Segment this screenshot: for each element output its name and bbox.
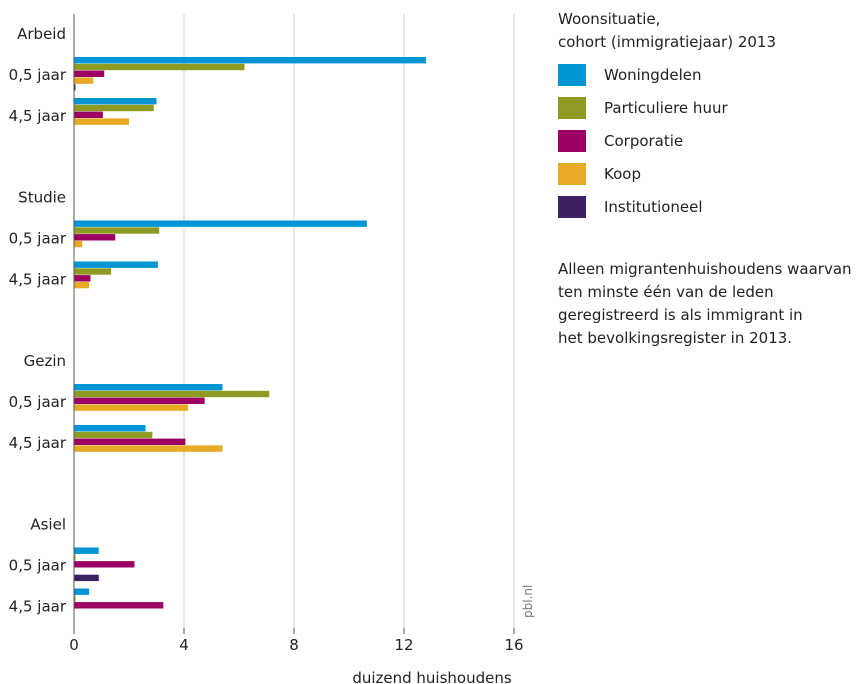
- bar-particuliere-huur: [74, 390, 270, 398]
- tick-label: 12: [394, 636, 413, 654]
- bar-corporatie: [74, 602, 164, 609]
- bar-woningdelen: [74, 57, 426, 64]
- legend-item-corporatie: Corporatie: [558, 124, 858, 157]
- bar-corporatie: [74, 275, 91, 282]
- tick-label: 16: [504, 636, 523, 654]
- tick-label: 8: [289, 636, 299, 654]
- category-labels: Arbeid 0,5 jaar 4,5 jaar Studie 0,5 jaar 4,5 …: [9, 25, 67, 616]
- watermark: pbl.nl: [521, 585, 535, 618]
- bar-institutioneel: [74, 574, 99, 582]
- footnote: Alleen migrantenhuishoudens waarvan ten …: [558, 258, 858, 350]
- bar-particuliere-huur: [74, 554, 76, 561]
- bar-woningdelen: [74, 425, 146, 432]
- legend-title: Woonsituatie, cohort (immigratiejaar) 20…: [558, 8, 858, 54]
- bar-particuliere-huur: [74, 63, 245, 71]
- bar-koop: [74, 77, 94, 84]
- legend-item-woningdelen: Woningdelen: [558, 58, 858, 91]
- legend-label: Corporatie: [604, 131, 684, 150]
- legend-item-particuliere-huur: Particuliere huur: [558, 91, 858, 124]
- row-label: 0,5 jaar: [9, 393, 67, 411]
- legend: Woonsituatie, cohort (immigratiejaar) 20…: [558, 8, 858, 223]
- bar-institutioneel: [74, 84, 76, 91]
- row-label: 4,5 jaar: [9, 598, 67, 616]
- row-label: 4,5 jaar: [9, 271, 67, 289]
- tick-label: 0: [69, 636, 79, 654]
- legend-swatch: [558, 162, 586, 185]
- bar-particuliere-huur: [74, 227, 160, 234]
- bar-koop: [74, 281, 90, 289]
- bar-woningdelen: [74, 588, 90, 595]
- legend-item-institutioneel: Institutioneel: [558, 190, 858, 223]
- footnote-line: ten minste één van de leden: [558, 283, 774, 301]
- bar-particuliere-huur: [74, 595, 76, 602]
- legend-swatch: [558, 195, 586, 218]
- bar-corporatie: [74, 561, 135, 568]
- legend-item-koop: Koop: [558, 157, 858, 190]
- bar-woningdelen: [74, 98, 157, 105]
- x-axis-ticks: 0 4 8 12 16: [69, 628, 524, 654]
- footnote-line: het bevolkingsregister in 2013.: [558, 329, 793, 347]
- legend-swatch: [558, 129, 586, 152]
- bar-woningdelen: [74, 261, 158, 268]
- legend-swatch: [558, 63, 586, 86]
- bar-koop: [74, 118, 129, 125]
- bar-woningdelen: [74, 547, 99, 554]
- row-label: 0,5 jaar: [9, 230, 67, 248]
- group-label: Arbeid: [17, 25, 66, 43]
- bar-particuliere-huur: [74, 268, 112, 275]
- bar-corporatie: [74, 438, 186, 445]
- bar-koop: [74, 240, 83, 248]
- bar-corporatie: [74, 234, 116, 241]
- gridlines: [183, 14, 515, 628]
- row-label: 0,5 jaar: [9, 557, 67, 575]
- group-label: Studie: [18, 189, 66, 207]
- legend-title-line: Woonsituatie,: [558, 10, 661, 28]
- bar-particuliere-huur: [74, 431, 153, 439]
- row-label: 4,5 jaar: [9, 434, 67, 452]
- legend-label: Institutioneel: [604, 197, 703, 216]
- legend-label: Woningdelen: [604, 65, 702, 84]
- bar-woningdelen: [74, 384, 223, 391]
- group-label: Gezin: [24, 352, 66, 370]
- x-axis-label: duizend huishoudens: [352, 669, 512, 684]
- bar-koop: [74, 445, 223, 452]
- bar-woningdelen: [74, 220, 367, 227]
- bar-koop: [74, 404, 189, 411]
- bar-chart: Arbeid 0,5 jaar 4,5 jaar Studie 0,5 jaar 4,5 …: [9, 14, 535, 684]
- bar-corporatie: [74, 397, 205, 404]
- row-label: 4,5 jaar: [9, 107, 67, 125]
- bar-particuliere-huur: [74, 104, 154, 112]
- footnote-line: Alleen migrantenhuishoudens waarvan: [558, 260, 852, 278]
- legend-title-line: cohort (immigratiejaar) 2013: [558, 33, 777, 51]
- bar-corporatie: [74, 111, 103, 118]
- bar-corporatie: [74, 70, 105, 77]
- row-label: 0,5 jaar: [9, 66, 67, 84]
- bars: [74, 57, 426, 609]
- footnote-line: geregistreerd is als immigrant in: [558, 306, 803, 324]
- legend-label: Koop: [604, 164, 641, 183]
- group-label: Asiel: [30, 516, 66, 534]
- tick-label: 4: [179, 636, 189, 654]
- legend-label: Particuliere huur: [604, 98, 728, 117]
- legend-swatch: [558, 96, 586, 119]
